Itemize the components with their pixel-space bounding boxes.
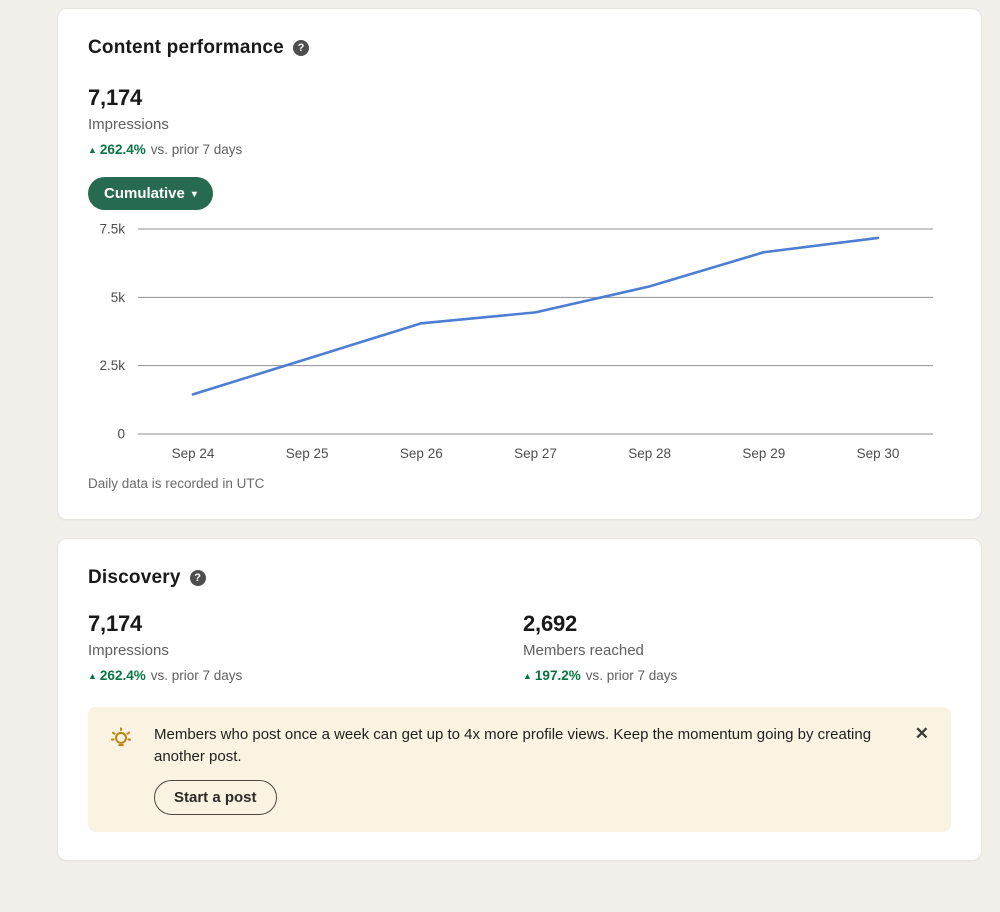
discovery-metrics-row: 7,174 Impressions ▲ 262.4% vs. prior 7 d… — [88, 611, 951, 683]
content-performance-card: Content performance ? 7,174 Impressions … — [57, 8, 982, 520]
impressions-delta: ▲ 262.4% vs. prior 7 days — [88, 142, 951, 157]
svg-text:Sep 30: Sep 30 — [857, 446, 900, 461]
delta-suffix: vs. prior 7 days — [150, 142, 243, 157]
lightbulb-icon — [108, 726, 134, 757]
svg-text:5k: 5k — [111, 290, 126, 305]
discovery-impressions-delta: ▲ 262.4% vs. prior 7 days — [88, 668, 523, 683]
members-reached-delta: ▲ 197.2% vs. prior 7 days — [523, 668, 677, 683]
svg-text:Sep 25: Sep 25 — [286, 446, 329, 461]
delta-percent: 197.2% — [534, 668, 581, 683]
members-reached-label: Members reached — [523, 642, 644, 659]
members-reached-value: 2,692 — [523, 611, 578, 636]
impressions-value: 7,174 — [88, 85, 143, 110]
impressions-label: Impressions — [88, 116, 169, 133]
members-reached-metric: 2,692 Members reached ▲ 197.2% vs. prior… — [523, 611, 677, 683]
chart-svg: 0 2.5k 5k 7.5k Sep 24 Sep 25 Sep 26 Sep 27 Sep 2… — [99, 222, 933, 461]
discovery-impressions-value: 7,174 — [88, 611, 143, 636]
start-a-post-button[interactable]: Start a post — [154, 779, 277, 815]
delta-suffix: vs. prior 7 days — [585, 668, 678, 683]
svg-text:Sep 27: Sep 27 — [514, 446, 557, 461]
post-prompt-banner: Members who post once a week can get up … — [88, 707, 951, 832]
discovery-card: Discovery ? 7,174 Impressions ▲ 262.4% v… — [57, 538, 982, 861]
svg-text:Sep 28: Sep 28 — [628, 446, 671, 461]
discovery-title: Discovery — [88, 567, 181, 588]
help-icon[interactable]: ? — [292, 40, 309, 56]
svg-text:Sep 29: Sep 29 — [742, 446, 785, 461]
svg-text:7.5k: 7.5k — [99, 222, 125, 237]
cumulative-dropdown-label: Cumulative — [104, 185, 185, 202]
impressions-line-chart[interactable]: 0 2.5k 5k 7.5k Sep 24 Sep 25 Sep 26 Sep 27 Sep 2… — [88, 216, 951, 466]
close-icon[interactable]: ✕ — [911, 721, 933, 746]
discovery-impressions-metric: 7,174 Impressions ▲ 262.4% vs. prior 7 d… — [88, 611, 523, 683]
svg-text:Sep 26: Sep 26 — [400, 446, 443, 461]
content-performance-title: Content performance — [88, 37, 284, 58]
discovery-impressions-label: Impressions — [88, 642, 169, 659]
delta-percent: 262.4% — [99, 142, 146, 157]
up-arrow-icon: ▲ — [88, 670, 97, 681]
utc-footnote: Daily data is recorded in UTC — [88, 476, 265, 491]
delta-percent: 262.4% — [99, 668, 146, 683]
svg-text:Sep 24: Sep 24 — [172, 446, 215, 461]
svg-text:0: 0 — [117, 427, 125, 442]
cumulative-dropdown-button[interactable]: Cumulative ▾ — [88, 177, 213, 210]
banner-message: Members who post once a week can get up … — [154, 726, 872, 765]
impressions-metric: 7,174 Impressions ▲ 262.4% vs. prior 7 d… — [88, 85, 951, 157]
svg-text:2.5k: 2.5k — [99, 358, 125, 373]
up-arrow-icon: ▲ — [88, 144, 97, 155]
delta-suffix: vs. prior 7 days — [150, 668, 243, 683]
chevron-down-icon: ▾ — [191, 189, 197, 200]
up-arrow-icon: ▲ — [523, 670, 532, 681]
help-icon[interactable]: ? — [189, 570, 206, 586]
